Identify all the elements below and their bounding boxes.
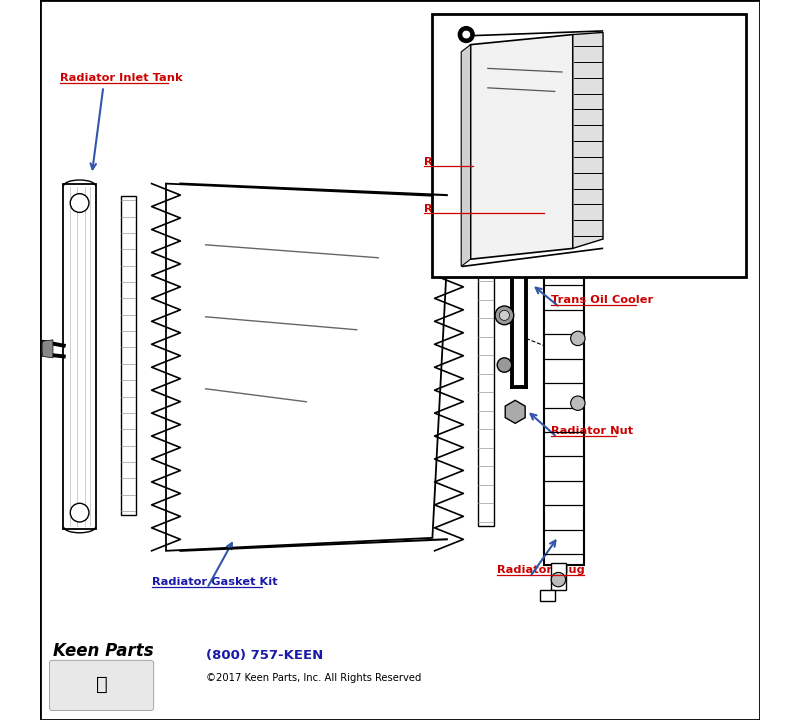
Polygon shape [121,196,136,515]
Circle shape [498,358,512,372]
Polygon shape [470,35,573,259]
Polygon shape [461,45,470,266]
Circle shape [570,331,585,346]
Circle shape [70,503,89,522]
Circle shape [570,396,585,410]
Text: Radiator Gasket Kit: Radiator Gasket Kit [152,577,278,588]
Text: Trans Oil Cooler: Trans Oil Cooler [551,295,654,305]
Polygon shape [573,32,603,248]
Text: ©2017 Keen Parts, Inc. All Rights Reserved: ©2017 Keen Parts, Inc. All Rights Reserv… [206,673,421,683]
Text: Radiator: Radiator [424,157,479,167]
Text: Keen Parts: Keen Parts [53,642,154,660]
Text: (800) 757-KEEN: (800) 757-KEEN [206,649,323,662]
Bar [433,14,746,277]
Circle shape [70,194,89,212]
Text: 🚗: 🚗 [96,675,108,693]
Text: Radiator Nut: Radiator Nut [551,426,634,436]
Polygon shape [42,340,53,358]
Circle shape [551,572,566,587]
Text: Radiator Inlet Tank: Radiator Inlet Tank [60,73,182,84]
Polygon shape [544,181,584,565]
Bar [550,163,570,181]
Polygon shape [541,590,555,601]
Polygon shape [166,184,450,551]
Circle shape [499,310,510,320]
Text: Radiator Gasket Kit: Radiator Gasket Kit [424,204,550,214]
Circle shape [495,306,514,325]
Circle shape [458,27,474,42]
FancyBboxPatch shape [50,660,154,711]
Bar [551,563,566,590]
Circle shape [462,30,470,39]
Polygon shape [478,203,494,526]
Polygon shape [63,184,96,529]
Bar [553,168,566,179]
Text: Radiator Plug: Radiator Plug [498,565,585,575]
Bar [40,635,760,720]
